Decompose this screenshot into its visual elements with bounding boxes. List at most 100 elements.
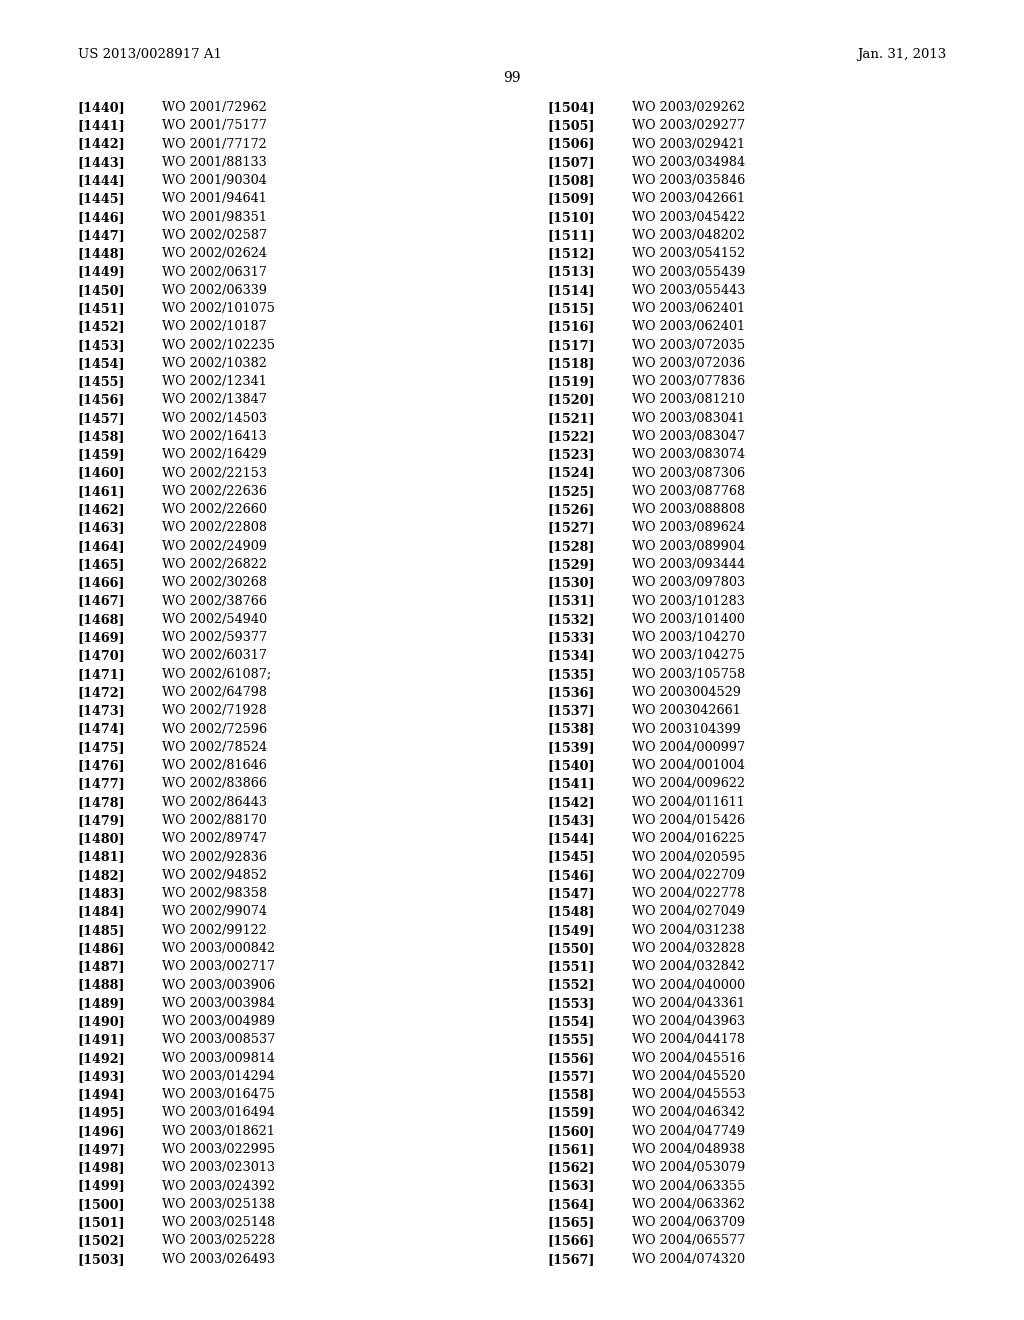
Text: [1538]: [1538] [548, 722, 595, 735]
Text: [1565]: [1565] [548, 1216, 595, 1229]
Text: WO 2004/063355: WO 2004/063355 [632, 1180, 745, 1192]
Text: WO 2003004529: WO 2003004529 [632, 686, 740, 700]
Text: WO 2003/083041: WO 2003/083041 [632, 412, 744, 425]
Text: [1517]: [1517] [548, 339, 596, 351]
Text: WO 2004/045520: WO 2004/045520 [632, 1071, 745, 1082]
Text: WO 2004/063362: WO 2004/063362 [632, 1199, 744, 1210]
Text: [1485]: [1485] [78, 924, 125, 937]
Text: [1525]: [1525] [548, 484, 595, 498]
Text: [1481]: [1481] [78, 850, 126, 863]
Text: WO 2003/004989: WO 2003/004989 [162, 1015, 274, 1028]
Text: [1489]: [1489] [78, 997, 126, 1010]
Text: WO 2004/027049: WO 2004/027049 [632, 906, 744, 919]
Text: [1562]: [1562] [548, 1162, 595, 1175]
Text: [1520]: [1520] [548, 393, 596, 407]
Text: WO 2003/072036: WO 2003/072036 [632, 356, 744, 370]
Text: [1459]: [1459] [78, 449, 126, 461]
Text: WO 2001/77172: WO 2001/77172 [162, 137, 266, 150]
Text: WO 2002/06339: WO 2002/06339 [162, 284, 267, 297]
Text: WO 2002/10187: WO 2002/10187 [162, 321, 266, 334]
Text: [1555]: [1555] [548, 1034, 595, 1047]
Text: [1493]: [1493] [78, 1071, 126, 1082]
Text: [1464]: [1464] [78, 540, 126, 553]
Text: WO 2002/16413: WO 2002/16413 [162, 430, 266, 444]
Text: [1498]: [1498] [78, 1162, 126, 1175]
Text: WO 2003/000842: WO 2003/000842 [162, 942, 274, 954]
Text: [1539]: [1539] [548, 741, 596, 754]
Text: WO 2004/022778: WO 2004/022778 [632, 887, 744, 900]
Text: [1454]: [1454] [78, 356, 126, 370]
Text: [1463]: [1463] [78, 521, 126, 535]
Text: [1468]: [1468] [78, 612, 125, 626]
Text: WO 2002/22660: WO 2002/22660 [162, 503, 267, 516]
Text: WO 2004/015426: WO 2004/015426 [632, 814, 744, 826]
Text: WO 2003/101400: WO 2003/101400 [632, 612, 744, 626]
Text: WO 2001/75177: WO 2001/75177 [162, 119, 266, 132]
Text: WO 2002/98358: WO 2002/98358 [162, 887, 267, 900]
Text: WO 2002/61087;: WO 2002/61087; [162, 668, 271, 681]
Text: [1447]: [1447] [78, 228, 126, 242]
Text: WO 2003/014294: WO 2003/014294 [162, 1071, 274, 1082]
Text: [1567]: [1567] [548, 1253, 595, 1266]
Text: [1496]: [1496] [78, 1125, 126, 1138]
Text: [1544]: [1544] [548, 832, 596, 845]
Text: WO 2002/14503: WO 2002/14503 [162, 412, 267, 425]
Text: [1536]: [1536] [548, 686, 595, 700]
Text: WO 2004/020595: WO 2004/020595 [632, 850, 745, 863]
Text: [1440]: [1440] [78, 102, 126, 114]
Text: WO 2003/025138: WO 2003/025138 [162, 1199, 274, 1210]
Text: [1472]: [1472] [78, 686, 126, 700]
Text: [1470]: [1470] [78, 649, 126, 663]
Text: WO 2001/94641: WO 2001/94641 [162, 193, 266, 206]
Text: [1501]: [1501] [78, 1216, 126, 1229]
Text: [1554]: [1554] [548, 1015, 595, 1028]
Text: [1465]: [1465] [78, 558, 125, 572]
Text: [1509]: [1509] [548, 193, 596, 206]
Text: [1559]: [1559] [548, 1106, 595, 1119]
Text: WO 2004/009622: WO 2004/009622 [632, 777, 744, 791]
Text: WO 2003/024392: WO 2003/024392 [162, 1180, 274, 1192]
Text: WO 2004/001004: WO 2004/001004 [632, 759, 744, 772]
Text: [1451]: [1451] [78, 302, 126, 315]
Text: WO 2002/94852: WO 2002/94852 [162, 869, 267, 882]
Text: [1553]: [1553] [548, 997, 595, 1010]
Text: WO 2003/025148: WO 2003/025148 [162, 1216, 274, 1229]
Text: WO 2003/087768: WO 2003/087768 [632, 484, 744, 498]
Text: [1534]: [1534] [548, 649, 596, 663]
Text: [1477]: [1477] [78, 777, 126, 791]
Text: WO 2004/048938: WO 2004/048938 [632, 1143, 744, 1156]
Text: [1449]: [1449] [78, 265, 126, 279]
Text: [1543]: [1543] [548, 814, 596, 826]
Text: WO 2003/105758: WO 2003/105758 [632, 668, 745, 681]
Text: [1542]: [1542] [548, 796, 596, 809]
Text: WO 2004/040000: WO 2004/040000 [632, 978, 744, 991]
Text: [1522]: [1522] [548, 430, 596, 444]
Text: [1458]: [1458] [78, 430, 125, 444]
Text: [1529]: [1529] [548, 558, 596, 572]
Text: [1505]: [1505] [548, 119, 595, 132]
Text: [1469]: [1469] [78, 631, 126, 644]
Text: WO 2002/30268: WO 2002/30268 [162, 577, 267, 589]
Text: [1499]: [1499] [78, 1180, 126, 1192]
Text: WO 2002/72596: WO 2002/72596 [162, 722, 267, 735]
Text: WO 2002/16429: WO 2002/16429 [162, 449, 266, 461]
Text: WO 2004/032842: WO 2004/032842 [632, 960, 744, 973]
Text: [1507]: [1507] [548, 156, 596, 169]
Text: [1550]: [1550] [548, 942, 595, 954]
Text: WO 2003/054152: WO 2003/054152 [632, 247, 745, 260]
Text: [1455]: [1455] [78, 375, 125, 388]
Text: WO 2003/081210: WO 2003/081210 [632, 393, 744, 407]
Text: WO 2004/063709: WO 2004/063709 [632, 1216, 744, 1229]
Text: Jan. 31, 2013: Jan. 31, 2013 [857, 48, 946, 61]
Text: [1494]: [1494] [78, 1088, 126, 1101]
Text: WO 2002/26822: WO 2002/26822 [162, 558, 267, 572]
Text: [1531]: [1531] [548, 594, 596, 607]
Text: [1508]: [1508] [548, 174, 595, 187]
Text: WO 2002/10382: WO 2002/10382 [162, 356, 266, 370]
Text: [1513]: [1513] [548, 265, 596, 279]
Text: WO 2003/002717: WO 2003/002717 [162, 960, 274, 973]
Text: [1552]: [1552] [548, 978, 595, 991]
Text: WO 2002/86443: WO 2002/86443 [162, 796, 267, 809]
Text: WO 2003/104270: WO 2003/104270 [632, 631, 744, 644]
Text: [1478]: [1478] [78, 796, 126, 809]
